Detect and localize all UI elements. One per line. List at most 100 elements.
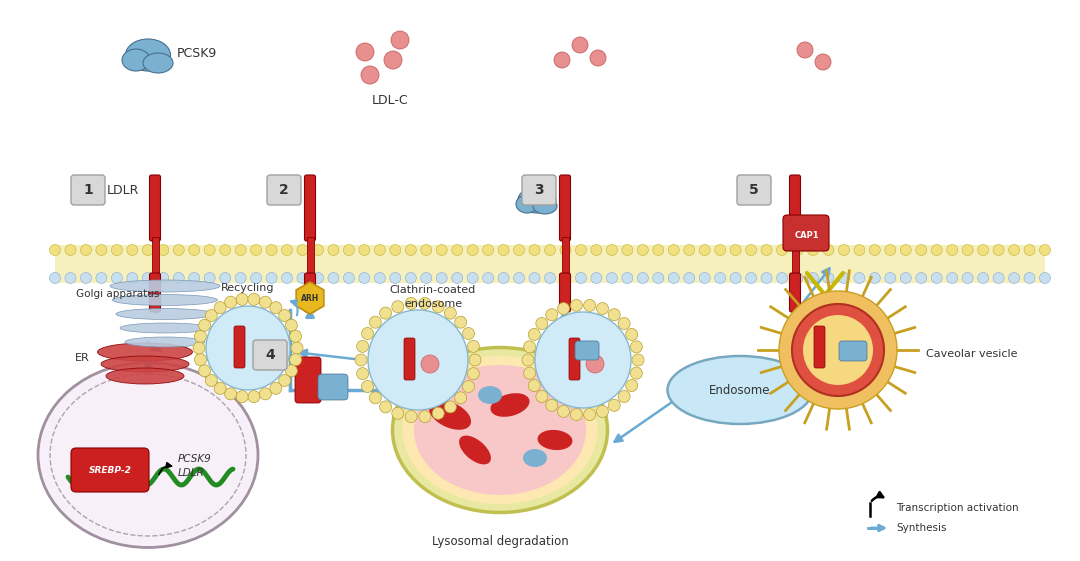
Circle shape	[285, 319, 297, 331]
Ellipse shape	[106, 368, 184, 384]
FancyBboxPatch shape	[792, 237, 798, 275]
Circle shape	[514, 273, 525, 283]
Circle shape	[392, 407, 404, 419]
Circle shape	[529, 245, 540, 255]
Circle shape	[266, 273, 278, 283]
Circle shape	[699, 273, 711, 283]
Circle shape	[143, 273, 153, 283]
FancyBboxPatch shape	[318, 374, 348, 400]
Circle shape	[270, 302, 282, 314]
Circle shape	[205, 375, 217, 387]
Circle shape	[369, 316, 381, 328]
Circle shape	[608, 309, 620, 321]
Circle shape	[80, 245, 92, 255]
Circle shape	[559, 273, 571, 283]
Text: 4: 4	[265, 348, 275, 362]
Text: ARH: ARH	[301, 293, 319, 302]
Circle shape	[392, 301, 404, 312]
Circle shape	[444, 307, 457, 319]
Circle shape	[205, 310, 217, 321]
Ellipse shape	[478, 386, 502, 404]
Circle shape	[405, 297, 417, 310]
Circle shape	[715, 273, 726, 283]
Circle shape	[524, 341, 536, 353]
Circle shape	[524, 367, 536, 379]
Circle shape	[622, 245, 633, 255]
Circle shape	[356, 341, 368, 352]
Text: Caveolin-1: Caveolin-1	[833, 340, 892, 350]
FancyBboxPatch shape	[783, 215, 829, 251]
Circle shape	[557, 302, 569, 315]
Ellipse shape	[403, 356, 597, 504]
Circle shape	[248, 293, 260, 305]
Circle shape	[80, 273, 92, 283]
Circle shape	[994, 273, 1004, 283]
Circle shape	[947, 273, 958, 283]
Ellipse shape	[97, 343, 192, 361]
Circle shape	[797, 42, 813, 58]
Circle shape	[194, 330, 206, 342]
Circle shape	[823, 273, 834, 283]
Circle shape	[823, 245, 834, 255]
Circle shape	[699, 245, 711, 255]
Circle shape	[291, 342, 303, 354]
Circle shape	[356, 367, 368, 380]
Circle shape	[583, 408, 596, 421]
Ellipse shape	[125, 337, 205, 347]
Circle shape	[557, 406, 569, 417]
Circle shape	[421, 355, 438, 373]
Circle shape	[625, 380, 637, 392]
Circle shape	[356, 43, 374, 61]
Circle shape	[528, 380, 540, 392]
Circle shape	[1024, 245, 1035, 255]
Circle shape	[204, 245, 215, 255]
Circle shape	[390, 245, 401, 255]
Text: 1: 1	[83, 183, 93, 197]
Circle shape	[854, 245, 865, 255]
Circle shape	[962, 245, 973, 255]
Polygon shape	[296, 282, 324, 314]
Circle shape	[343, 245, 354, 255]
Circle shape	[289, 354, 301, 366]
Circle shape	[815, 54, 831, 70]
Circle shape	[869, 273, 880, 283]
FancyBboxPatch shape	[569, 338, 580, 380]
Circle shape	[1009, 245, 1020, 255]
Ellipse shape	[116, 309, 214, 320]
Circle shape	[576, 273, 586, 283]
Circle shape	[199, 319, 211, 331]
FancyBboxPatch shape	[575, 341, 599, 360]
FancyBboxPatch shape	[267, 175, 301, 205]
Circle shape	[375, 245, 386, 255]
Circle shape	[792, 245, 804, 255]
Circle shape	[838, 273, 849, 283]
Circle shape	[468, 245, 478, 255]
Circle shape	[248, 390, 260, 403]
Circle shape	[591, 245, 602, 255]
Circle shape	[235, 245, 246, 255]
Circle shape	[730, 273, 741, 283]
Circle shape	[792, 273, 804, 283]
Circle shape	[285, 365, 297, 377]
Circle shape	[528, 328, 540, 341]
Circle shape	[554, 52, 570, 68]
Circle shape	[436, 245, 447, 255]
FancyBboxPatch shape	[71, 448, 149, 492]
Circle shape	[931, 273, 942, 283]
Text: LDLR: LDLR	[178, 468, 205, 478]
FancyBboxPatch shape	[789, 175, 800, 241]
Circle shape	[391, 31, 409, 49]
FancyBboxPatch shape	[559, 273, 570, 312]
Text: Transcription activation: Transcription activation	[896, 503, 1018, 513]
Circle shape	[637, 245, 648, 255]
Circle shape	[362, 328, 374, 339]
Circle shape	[126, 273, 138, 283]
Circle shape	[498, 273, 509, 283]
Ellipse shape	[112, 295, 217, 306]
Circle shape	[259, 296, 271, 308]
Circle shape	[312, 273, 324, 283]
Circle shape	[606, 273, 618, 283]
Circle shape	[869, 245, 880, 255]
Circle shape	[559, 245, 571, 255]
FancyBboxPatch shape	[305, 175, 315, 241]
